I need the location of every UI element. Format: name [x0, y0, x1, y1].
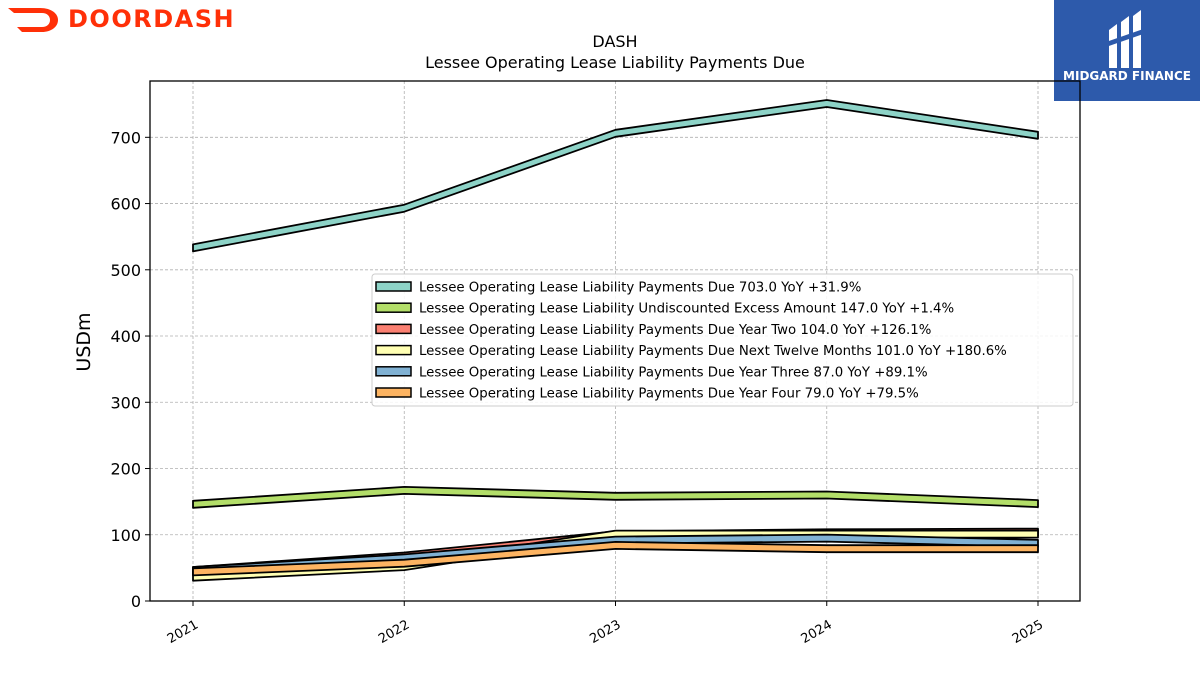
series-band-2 — [192, 486, 1039, 509]
y-axis-label: USDm — [73, 312, 95, 371]
legend-label: Lessee Operating Lease Liability Payment… — [419, 281, 861, 296]
midgard-finance-logo-text: MIDGARD FINANCE — [1063, 69, 1191, 83]
x-tick-label: 2023 — [587, 617, 623, 647]
series-band-1 — [192, 99, 1039, 253]
y-tick-label: 100 — [110, 526, 141, 545]
legend-swatch — [375, 366, 412, 377]
chart-legend: Lessee Operating Lease Liability Payment… — [371, 273, 1074, 407]
y-tick-label: 200 — [110, 460, 141, 479]
y-tick-label: 300 — [110, 393, 141, 412]
chart-subtitle: Lessee Operating Lease Liability Payment… — [425, 53, 805, 72]
legend-box — [371, 273, 1074, 407]
legend-swatch — [375, 344, 412, 356]
legend-label: Lessee Operating Lease Liability Payment… — [419, 365, 928, 380]
legend-swatch — [375, 323, 412, 335]
x-tick-label: 2022 — [376, 617, 412, 647]
midgard-finance-logo-icon — [1054, 0, 1200, 101]
y-tick-label: 700 — [110, 128, 141, 147]
x-tick-label: 2025 — [1010, 617, 1046, 647]
series-band-6 — [192, 541, 1039, 577]
y-tick-label: 400 — [110, 327, 141, 346]
series-band-4 — [192, 529, 1039, 582]
legend-label: Lessee Operating Lease Liability Payment… — [419, 344, 1007, 359]
y-tick-label: 0 — [131, 592, 141, 611]
x-tick-label: 2021 — [165, 617, 201, 647]
legend-label: Lessee Operating Lease Liability Payment… — [419, 323, 931, 338]
y-tick-label: 600 — [110, 195, 141, 214]
legend-swatch — [375, 302, 412, 313]
doordash-logo-text: DOORDASH — [68, 5, 236, 33]
legend-swatch — [375, 281, 412, 292]
legend-label: Lessee Operating Lease Liability Payment… — [419, 387, 919, 402]
doordash-logo-icon — [8, 8, 58, 32]
chart-title: DASH — [592, 32, 637, 51]
chart-series-areas — [192, 99, 1039, 582]
midgard-finance-logo: MIDGARD FINANCE — [1054, 0, 1200, 101]
legend-swatch — [375, 387, 412, 398]
x-tick-label: 2024 — [799, 617, 835, 647]
doordash-logo: DOORDASH — [6, 4, 235, 34]
legend-label: Lessee Operating Lease Liability Undisco… — [419, 302, 954, 317]
y-tick-label: 500 — [110, 261, 141, 280]
